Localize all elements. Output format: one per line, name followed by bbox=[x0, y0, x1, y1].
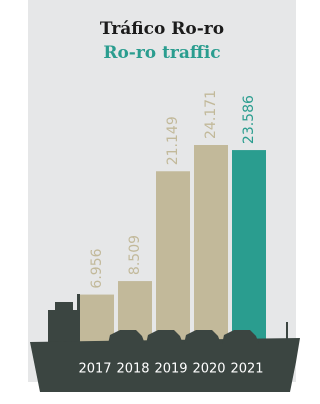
chart-title: Tráfico Ro-ro bbox=[100, 19, 224, 39]
value-label: 24.171 bbox=[203, 90, 219, 139]
bar bbox=[156, 171, 190, 355]
x-tick-label: 2018 bbox=[116, 362, 149, 377]
value-label: 8.509 bbox=[127, 235, 143, 275]
mast bbox=[77, 294, 80, 312]
x-axis-labels: 2017 2018 2019 2020 2021 bbox=[78, 362, 263, 377]
x-tick-label: 2017 bbox=[78, 362, 111, 377]
x-tick-label: 2019 bbox=[154, 362, 187, 377]
value-label: 23.586 bbox=[241, 95, 257, 144]
bridge bbox=[55, 302, 73, 312]
x-tick-label: 2020 bbox=[192, 362, 225, 377]
bow-mast bbox=[286, 322, 288, 340]
bar bbox=[194, 145, 228, 355]
value-label: 6.956 bbox=[89, 248, 105, 288]
chart: Tráfico Ro-ro Ro-ro traffic 6.956 8.509 21… bbox=[0, 0, 309, 404]
value-label: 21.149 bbox=[165, 116, 181, 165]
chart-subtitle: Ro-ro traffic bbox=[103, 43, 220, 63]
superstructure bbox=[48, 310, 80, 345]
bar bbox=[232, 150, 266, 355]
x-tick-label: 2021 bbox=[230, 362, 263, 377]
